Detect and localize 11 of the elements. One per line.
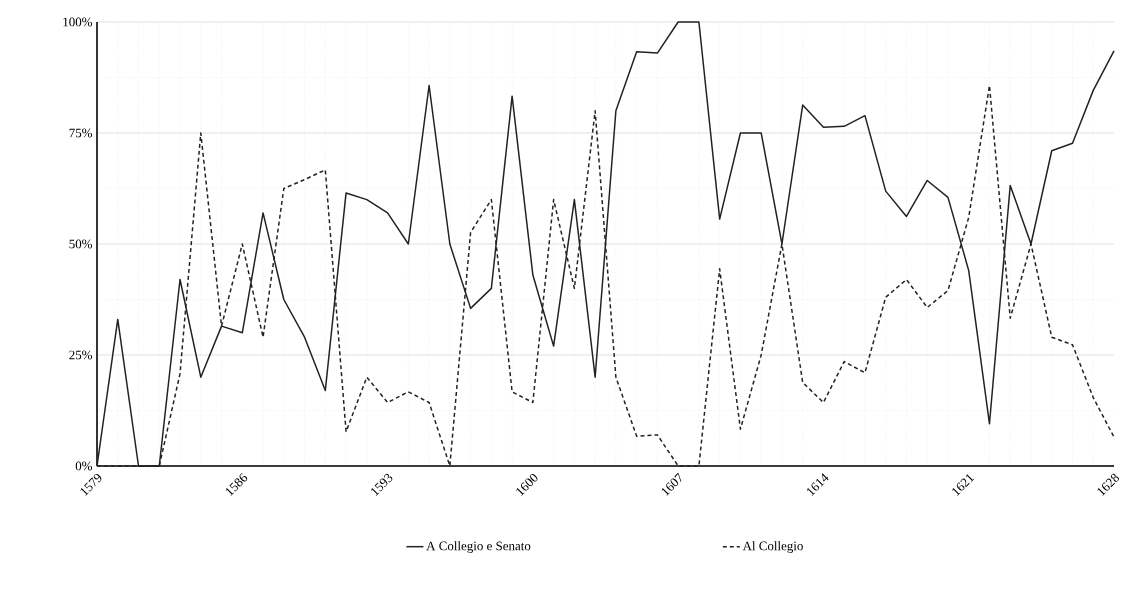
x-tick-label: 1600 [516,473,538,496]
x-tick-label: 1579 [80,473,102,496]
y-tick-label: 75% [69,128,93,138]
y-tick-label: 25% [69,350,93,360]
x-tick-label: 1621 [952,474,975,496]
x-tick-label: 1593 [371,473,393,496]
y-tick-label: 100% [63,17,93,27]
y-tick-label: 0% [75,461,93,471]
legend-label: A Collegio e Senato [426,541,531,553]
y-tick-label: 50% [69,239,93,249]
legend-label: Al Collegio [742,541,803,553]
